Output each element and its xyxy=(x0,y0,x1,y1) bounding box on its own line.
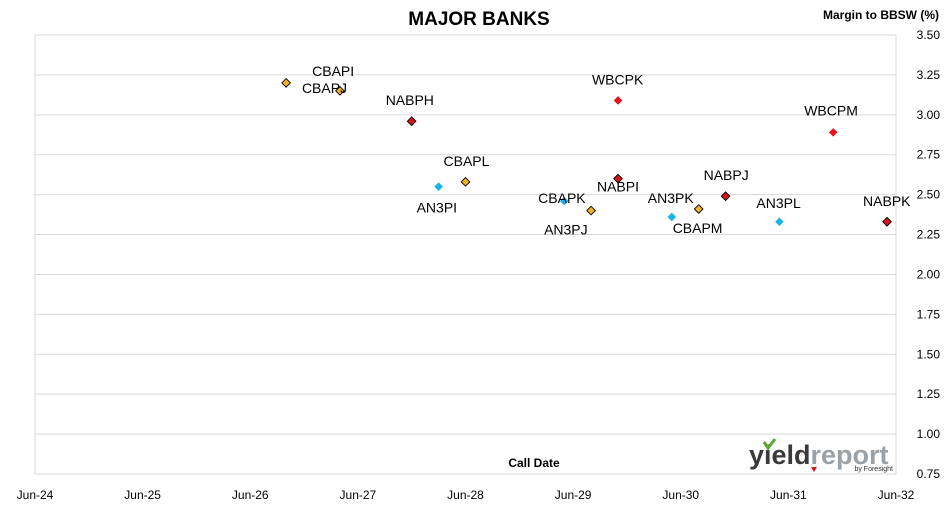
y-tick-label: 1.50 xyxy=(917,347,941,361)
x-tick-label: Jun-24 xyxy=(17,488,54,502)
data-label-cbapk: CBAPK xyxy=(538,190,586,206)
y-tick-label: 2.75 xyxy=(917,148,941,162)
data-label-an3pj: AN3PJ xyxy=(544,222,588,238)
x-tick-label: Jun-28 xyxy=(447,488,484,502)
data-point-cbapl xyxy=(460,176,471,187)
data-point-cbapi xyxy=(281,77,292,88)
gridlines xyxy=(34,34,897,475)
data-point-an3pi xyxy=(434,182,443,191)
y-tick-label: 2.50 xyxy=(917,188,941,202)
data-label-cbapm: CBAPM xyxy=(673,220,723,236)
x-tick-label: Jun-29 xyxy=(555,488,592,502)
data-label-an3pi: AN3PI xyxy=(417,200,457,216)
y-axis-ticks: 0.75 1.00 1.25 1.50 1.75 2.00 2.25 2.50 2.75 3.00… xyxy=(917,28,941,481)
y-tick-label: 3.25 xyxy=(917,68,941,82)
logo-brand-part2: report xyxy=(811,440,889,470)
data-point-nabpj xyxy=(720,191,731,202)
y-tick-label: 1.00 xyxy=(917,427,941,441)
y-tick-label: 1.75 xyxy=(917,307,941,321)
data-point-nabph xyxy=(406,116,417,127)
y-tick-label: 3.50 xyxy=(917,28,941,42)
data-point-nabpk xyxy=(882,216,892,227)
data-label-nabph: NABPH xyxy=(386,92,434,108)
y-tick-label: 2.25 xyxy=(917,228,941,242)
x-tick-label: Jun-25 xyxy=(124,488,161,502)
data-label-nabpi: NABPI xyxy=(597,179,639,195)
svg-text:yieldreport: yieldreport xyxy=(749,440,889,470)
logo-arrow-icon xyxy=(811,467,817,472)
data-point-cbapj xyxy=(335,85,345,96)
x-axis-ticks: Jun-24 Jun-25 Jun-26 Jun-27 Jun-28 Jun-29 Jun-… xyxy=(17,488,915,502)
data-point-wbcpk xyxy=(613,96,623,105)
x-tick-label: Jun-27 xyxy=(340,488,377,502)
y-axis-label: Margin to BBSW (%) xyxy=(823,8,939,22)
x-axis-label: Call Date xyxy=(508,456,560,470)
yieldreport-logo: yieldreport by Foresight xyxy=(749,438,893,473)
data-label-cbapj: CBAPJ xyxy=(302,80,347,96)
y-tick-label: 3.00 xyxy=(917,108,941,122)
data-points xyxy=(281,77,892,227)
data-point-an3pl xyxy=(775,217,784,227)
data-label-cbapl: CBAPL xyxy=(444,153,490,169)
data-label-wbcpk: WBCPK xyxy=(592,71,644,87)
data-label-cbapi: CBAPI xyxy=(312,63,354,79)
data-point-nabpi xyxy=(613,173,623,184)
x-tick-label: Jun-30 xyxy=(662,488,699,502)
data-point-an3pj xyxy=(586,205,596,216)
y-tick-label: 0.75 xyxy=(917,467,941,481)
data-point-an3pk xyxy=(667,212,677,222)
data-label-an3pk: AN3PK xyxy=(648,190,695,206)
data-label-nabpj: NABPJ xyxy=(704,167,749,183)
x-tick-label: Jun-26 xyxy=(232,488,269,502)
data-label-nabpk: NABPK xyxy=(863,193,911,209)
logo-check-icon xyxy=(762,438,777,451)
y-tick-label: 2.00 xyxy=(917,267,941,281)
data-point-cbapm xyxy=(693,204,704,214)
chart-title: MAJOR BANKS xyxy=(408,9,549,30)
x-tick-label: Jun-31 xyxy=(770,488,807,502)
logo-by-line: by Foresight xyxy=(854,466,893,473)
data-point-wbcpm xyxy=(828,128,838,137)
logo-brand-part1: yield xyxy=(749,440,811,470)
data-label-wbcpm: WBCPM xyxy=(804,102,858,118)
data-label-an3pl: AN3PL xyxy=(756,195,801,211)
x-tick-label: Jun-32 xyxy=(878,488,915,502)
y-tick-label: 1.25 xyxy=(917,387,941,401)
data-point-cbapk xyxy=(559,196,569,206)
